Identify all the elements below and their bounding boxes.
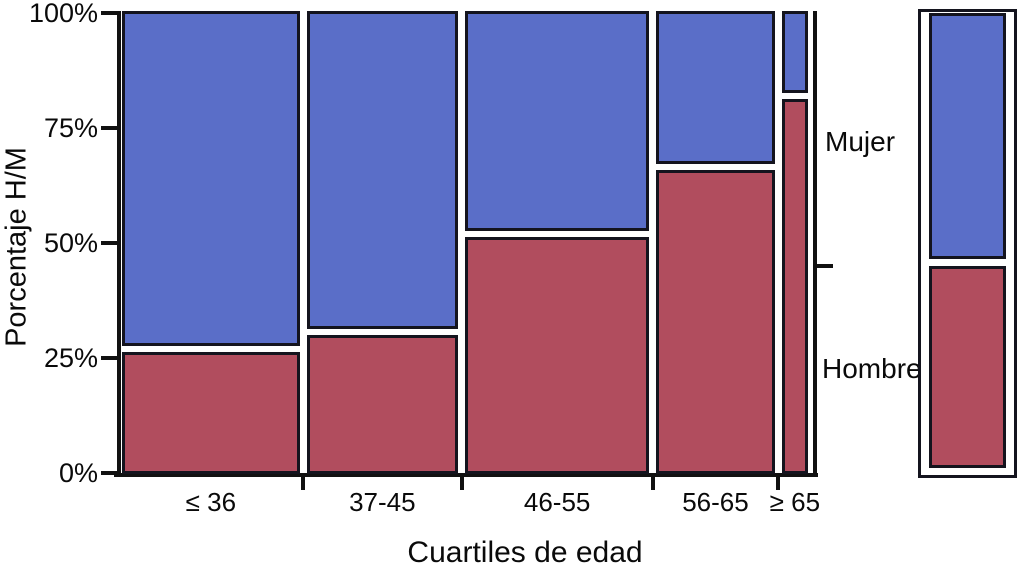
right-axis-line xyxy=(813,11,817,477)
mosaic-segment-mujer xyxy=(465,11,650,231)
x-tick-label: ≤ 36 xyxy=(185,487,237,517)
y-tick xyxy=(101,241,117,245)
x-axis-title: Cuartiles de edad xyxy=(407,536,643,569)
mosaic-bar xyxy=(122,11,300,474)
overall-bar xyxy=(918,9,1017,478)
x-tick xyxy=(459,473,464,490)
x-tick xyxy=(301,473,306,490)
x-tick-label: 37-45 xyxy=(349,487,416,517)
y-axis-line xyxy=(117,11,121,477)
y-tick xyxy=(101,126,117,130)
x-tick xyxy=(650,473,655,490)
y-tick-label: 0% xyxy=(58,458,98,488)
x-tick-label: ≥ 65 xyxy=(769,487,821,517)
mosaic-segment-mujer xyxy=(781,11,808,93)
y-tick xyxy=(101,471,117,475)
y-tick-label: 75% xyxy=(43,113,98,143)
x-tick xyxy=(776,473,781,490)
overall-split-tick xyxy=(813,264,833,268)
y-tick-label: 100% xyxy=(28,0,98,28)
mosaic-bar xyxy=(306,11,458,474)
mosaic-segment-hombre xyxy=(122,352,300,474)
mosaic-bar xyxy=(465,11,650,474)
mosaic-segment-hombre xyxy=(306,334,458,474)
y-tick xyxy=(101,356,117,360)
mosaic-segment-mujer xyxy=(656,11,775,164)
legend-label-hombre: Hombre xyxy=(822,353,922,384)
y-tick-label: 50% xyxy=(43,228,98,258)
y-tick xyxy=(101,11,117,15)
mosaic-bar xyxy=(656,11,775,474)
y-tick-label: 25% xyxy=(43,343,98,373)
mosaic-segment-hombre xyxy=(465,236,650,474)
mosaic-segment-mujer xyxy=(306,11,458,329)
overall-segment-mujer xyxy=(929,13,1006,259)
mosaic-segment-hombre xyxy=(781,98,808,474)
mosaic-bar xyxy=(781,11,808,474)
mosaic-segment-mujer xyxy=(122,11,300,347)
legend-label-mujer: Mujer xyxy=(825,126,896,157)
overall-segment-hombre xyxy=(929,265,1006,468)
x-axis-line xyxy=(114,473,818,477)
mosaic-segment-hombre xyxy=(656,169,775,474)
x-tick-label: 46-55 xyxy=(523,487,591,517)
x-tick-label: 56-65 xyxy=(682,487,749,517)
